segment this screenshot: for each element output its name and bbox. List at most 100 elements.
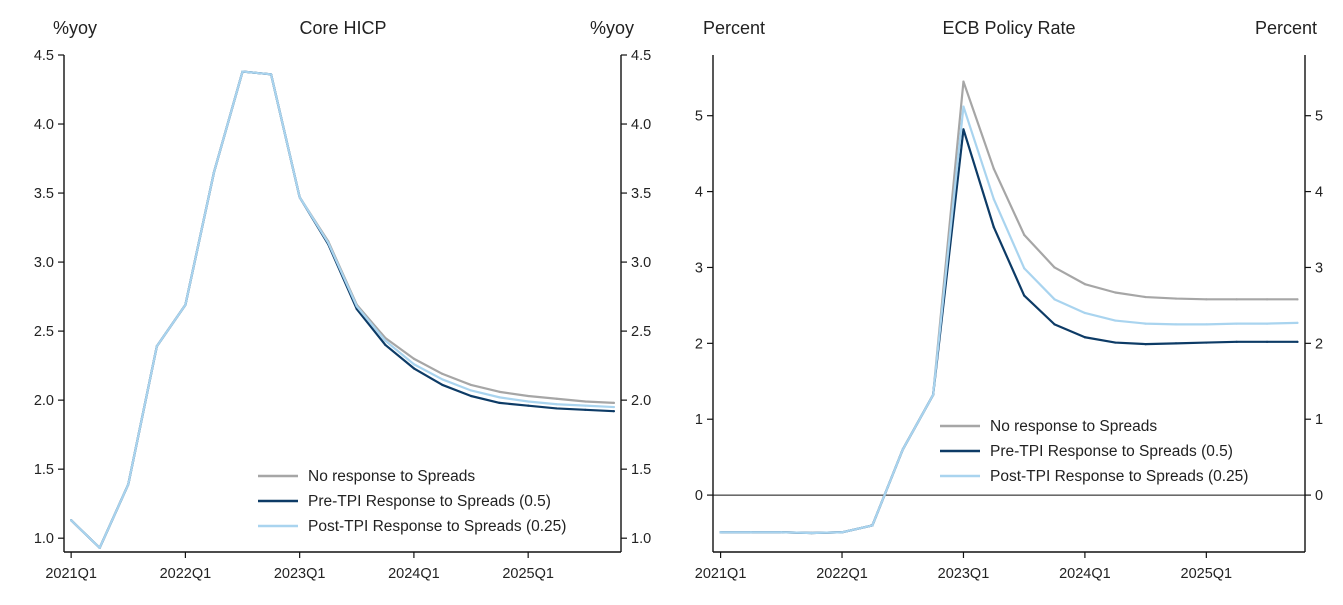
core-hicp-left-tick-label: 3.5 — [34, 186, 54, 202]
core-hicp-series-line-2 — [70, 70, 615, 549]
core-hicp-panel: Core HICP %yoy %yoy 1.0 1.0 1.5 1.5 2.0 2.0 2.… — [34, 18, 651, 582]
ecb-policy-rate-series-0-point — [1083, 283, 1086, 286]
core-hicp-series-2-point — [269, 73, 273, 76]
ecb-policy-rate-series-0-point — [1023, 233, 1026, 236]
core-hicp-series-2-point — [70, 519, 73, 522]
ecb-policy-rate-series-2-point — [1083, 311, 1086, 315]
core-hicp-legend-label: No response to Spreads — [308, 468, 475, 485]
core-hicp-series-0-point — [527, 394, 530, 398]
core-hicp-series-0-point — [555, 397, 558, 400]
core-hicp-series-1-point — [527, 404, 530, 407]
ecb-policy-rate-series-0-point — [1144, 295, 1147, 299]
ecb-policy-rate-x-tick-label: 2021Q1 — [695, 566, 747, 582]
core-hicp-left-tick-label: 1.5 — [34, 462, 54, 478]
ecb-policy-rate-left-tick-label: 3 — [695, 260, 703, 276]
ecb-policy-rate-series-2-point — [780, 531, 783, 534]
core-hicp-left-tick-label: 3.0 — [34, 255, 54, 271]
core-hicp-series-1-point — [441, 383, 444, 387]
core-hicp-series-1-point — [412, 367, 416, 370]
ecb-policy-rate-series-0-point — [1205, 298, 1208, 301]
ecb-policy-rate-right-tick-label: 0 — [1315, 488, 1323, 504]
ecb-policy-rate-series-2-point — [1023, 267, 1026, 270]
ecb-policy-rate-series-2-point — [871, 524, 874, 527]
ecb-policy-rate-series-2-point — [992, 198, 995, 201]
ecb-policy-rate-legend-label: No response to Spreads — [990, 418, 1157, 435]
ecb-policy-rate-series-1-point — [962, 128, 965, 131]
core-hicp-series-0-point — [441, 372, 444, 376]
ecb-policy-rate-series-0-point — [1053, 266, 1056, 269]
core-hicp-series-1-point — [584, 408, 587, 411]
ecb-policy-rate-x-tick-label: 2025Q1 — [1181, 566, 1233, 582]
ecb-policy-rate-series-2-point — [962, 105, 965, 108]
ecb-policy-rate-right-tick-label: 3 — [1315, 260, 1323, 276]
core-hicp-series-2-point — [298, 196, 301, 199]
core-hicp-right-tick-label: 3.0 — [631, 255, 651, 271]
core-hicp-left-tick-label: 2.0 — [34, 393, 54, 409]
ecb-policy-rate-series-1-point — [1144, 342, 1147, 346]
ecb-policy-rate-series-2-point — [1265, 322, 1269, 325]
core-hicp-series-2-point — [155, 345, 158, 348]
core-hicp-right-tick-label: 2.0 — [631, 393, 651, 409]
core-hicp-series-0-point — [584, 400, 587, 403]
ecb-policy-rate-legend-label: Pre-TPI Response to Spreads (0.5) — [990, 443, 1233, 460]
core-hicp-series-2-point — [441, 378, 444, 381]
core-hicp-series-2-point — [469, 389, 473, 392]
core-hicp-right-tick-label: 3.5 — [631, 186, 651, 202]
ecb-policy-rate-series-0-point — [962, 80, 965, 83]
ecb-policy-rate-series-line-2 — [719, 105, 1299, 535]
ecb-policy-rate-right-tick-label: 4 — [1315, 185, 1323, 201]
ecb-policy-rate-series-1-point — [1235, 340, 1238, 343]
core-hicp-series-2-point — [384, 339, 387, 342]
core-hicp-legend-label: Pre-TPI Response to Spreads (0.5) — [308, 493, 551, 510]
ecb-policy-rate-left-tick-label: 4 — [695, 185, 703, 201]
ecb-policy-rate-series-1-point — [992, 226, 995, 229]
ecb-policy-rate-series-1-point — [1205, 341, 1208, 344]
core-hicp-series-2-point — [327, 241, 330, 244]
ecb-policy-rate-series-2-point — [719, 531, 722, 534]
ecb-policy-rate-series-1-point — [1174, 342, 1178, 345]
ecb-policy-rate-left-tick-label: 1 — [695, 412, 703, 428]
core-hicp-right-unit: %yoy — [590, 18, 634, 38]
core-hicp-series-2-point — [241, 70, 244, 73]
core-hicp-series-2-point — [527, 400, 530, 403]
ecb-policy-rate-series-2-point — [1114, 319, 1117, 322]
ecb-policy-rate-series-1-point — [1114, 341, 1117, 344]
core-hicp-x-tick-label: 2023Q1 — [274, 566, 326, 582]
ecb-policy-rate-series-2-point — [1235, 322, 1238, 325]
core-hicp-series-0-point — [612, 401, 615, 404]
ecb-policy-rate-right-tick-label: 1 — [1315, 412, 1323, 428]
ecb-policy-rate-series-1-point — [1023, 294, 1026, 297]
core-hicp-left-tick-label: 1.0 — [34, 531, 54, 547]
core-hicp-series-0-point — [469, 383, 473, 387]
core-hicp-series-2-point — [355, 305, 358, 308]
ecb-policy-rate-series-2-point — [901, 448, 904, 451]
core-hicp-series-2-point — [612, 405, 615, 409]
ecb-policy-rate-series-0-point — [1174, 297, 1178, 300]
core-hicp-left-tick-label: 4.5 — [34, 48, 54, 64]
core-hicp-series-2-point — [584, 404, 587, 407]
core-hicp-x-tick-label: 2021Q1 — [45, 566, 97, 582]
core-hicp-x-tick-label: 2024Q1 — [388, 566, 440, 582]
core-hicp-series-0-point — [412, 357, 416, 360]
core-hicp-series-1-point — [469, 394, 473, 398]
ecb-policy-rate-series-1-point — [1265, 340, 1269, 343]
ecb-policy-rate-legend-label: Post-TPI Response to Spreads (0.25) — [990, 468, 1248, 485]
core-hicp-left-tick-label: 2.5 — [34, 324, 54, 340]
ecb-policy-rate-series-2-point — [1053, 298, 1056, 301]
ecb-policy-rate-series-0-point — [1114, 291, 1117, 294]
core-hicp-right-tick-label: 4.0 — [631, 117, 651, 133]
ecb-policy-rate-series-line-0 — [719, 80, 1299, 535]
core-hicp-legend: No response to Spreads Pre-TPI Response t… — [258, 468, 566, 535]
ecb-policy-rate-series-2-point — [1144, 322, 1147, 325]
ecb-policy-rate-series-0-point — [1265, 298, 1269, 301]
core-hicp-series-1-point — [498, 401, 501, 404]
ecb-policy-rate-right-unit: Percent — [1255, 18, 1317, 38]
core-hicp-right-tick-label: 2.5 — [631, 324, 651, 340]
ecb-policy-rate-right-tick-label: 2 — [1315, 336, 1323, 352]
ecb-policy-rate-series-1-point — [1083, 336, 1086, 339]
core-hicp-series-1-point — [612, 410, 615, 413]
core-hicp-title: Core HICP — [299, 18, 386, 38]
core-hicp-left-tick-label: 4.0 — [34, 117, 54, 133]
ecb-policy-rate-x-tick-label: 2022Q1 — [816, 566, 868, 582]
